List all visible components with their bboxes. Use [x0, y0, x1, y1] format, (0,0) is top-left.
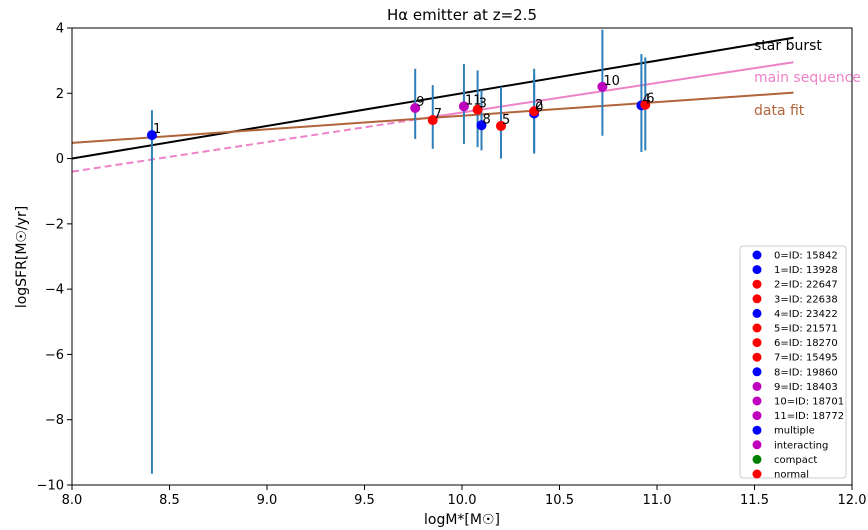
legend-entry: multiple: [774, 426, 815, 437]
legend-entry: 3=ID: 22638: [774, 294, 838, 305]
legend-entry: 1=ID: 13928: [774, 265, 838, 276]
point-label: 4: [642, 92, 650, 107]
point-label: 2: [535, 98, 543, 113]
legend-entry: 8=ID: 19860: [774, 367, 838, 378]
legend-entry: 11=ID: 18772: [774, 411, 844, 422]
x-tick-label: 10.5: [545, 493, 574, 508]
legend-marker: [752, 381, 762, 391]
x-tick-label: 9.5: [354, 493, 375, 508]
y-tick-label: −6: [45, 348, 64, 363]
point-label: 8: [483, 112, 491, 127]
legend-marker: [752, 279, 762, 289]
y-tick-label: −8: [45, 413, 64, 428]
x-tick-label: 8.0: [62, 493, 83, 508]
data-point: [597, 81, 608, 92]
x-tick-label: 8.5: [159, 493, 180, 508]
point-label: 6: [646, 92, 654, 107]
legend-marker: [752, 454, 762, 464]
data-point: [476, 120, 487, 131]
legend-marker: [752, 250, 762, 260]
y-tick-label: 4: [56, 22, 64, 37]
legend-entry: 7=ID: 15495: [774, 353, 838, 364]
point-label: 1: [153, 122, 161, 137]
legend-entry: interacting: [774, 440, 828, 451]
y-tick-label: −2: [45, 217, 64, 232]
point-label: 9: [416, 95, 424, 110]
legend-marker: [752, 323, 762, 333]
legend-marker: [752, 396, 762, 406]
chart-title: Hα emitter at z=2.5: [387, 6, 537, 24]
legend-entry: 10=ID: 18701: [774, 397, 844, 408]
y-tick-label: −10: [37, 479, 64, 494]
main-sequence-label: main sequence: [754, 70, 861, 86]
legend-entry: 0=ID: 15842: [774, 251, 838, 262]
x-tick-label: 11.0: [643, 493, 672, 508]
legend-marker: [752, 294, 762, 304]
star-burst-label: star burst: [754, 38, 822, 54]
axis-ticks: 8.0 8.5 9.0 9.5 10.0 10.5 11.0 11.5 12.0 −10 −8 −6 −…: [37, 22, 867, 509]
x-tick-label: 9.0: [257, 493, 278, 508]
x-axis-label: logM*[M☉]: [424, 512, 500, 528]
data-point: [496, 120, 506, 131]
legend-entry: normal: [774, 470, 809, 481]
main-sequence-line-dashed: [72, 118, 414, 173]
legend-marker: [752, 367, 762, 377]
data-fit-label: data fit: [754, 103, 805, 119]
legend-marker: [752, 425, 762, 435]
y-tick-label: 2: [56, 87, 64, 102]
y-axis-label: logSFR[M☉/yr]: [14, 206, 30, 308]
x-tick-label: 11.5: [740, 493, 769, 508]
legend: 0=ID: 15842 1=ID: 13928 2=ID: 22647 3=ID: 2…: [739, 245, 847, 481]
point-label: 11: [465, 93, 482, 108]
legend-entry: 9=ID: 18403: [774, 382, 838, 393]
legend-entry: compact: [774, 455, 817, 466]
data-point: [410, 102, 421, 113]
legend-box: [739, 245, 847, 479]
legend-marker: [752, 308, 762, 318]
legend-marker: [752, 338, 762, 348]
x-tick-label: 10.0: [448, 493, 477, 508]
x-tick-label: 12.0: [838, 493, 867, 508]
point-label: 10: [603, 74, 620, 89]
data-point: [529, 106, 540, 117]
plot-area: 0 1 2 3 4 5 6 7 8 9 10 11 star burst main sequence dat…: [72, 29, 861, 474]
data-point: [146, 130, 157, 141]
data-point: [472, 104, 483, 115]
legend-entry: 4=ID: 23422: [774, 309, 838, 320]
point-label: 7: [434, 107, 442, 122]
legend-entry: 6=ID: 18270: [774, 338, 838, 349]
plot-frame: [71, 27, 853, 486]
legend-marker: [752, 411, 762, 421]
y-tick-label: −4: [45, 283, 64, 298]
legend-marker: [752, 440, 762, 450]
legend-marker: [752, 352, 762, 362]
y-tick-label: 0: [56, 152, 64, 167]
legend-marker: [752, 469, 762, 479]
point-label: 3: [479, 97, 487, 112]
legend-marker: [752, 265, 762, 275]
legend-entry: 2=ID: 22647: [774, 280, 838, 291]
legend-entry: 5=ID: 21571: [774, 324, 838, 335]
data-point: [427, 115, 438, 126]
data-point: [640, 99, 651, 110]
point-label: 5: [502, 113, 510, 128]
point-label: 0: [535, 101, 543, 116]
data-point: [458, 101, 469, 112]
